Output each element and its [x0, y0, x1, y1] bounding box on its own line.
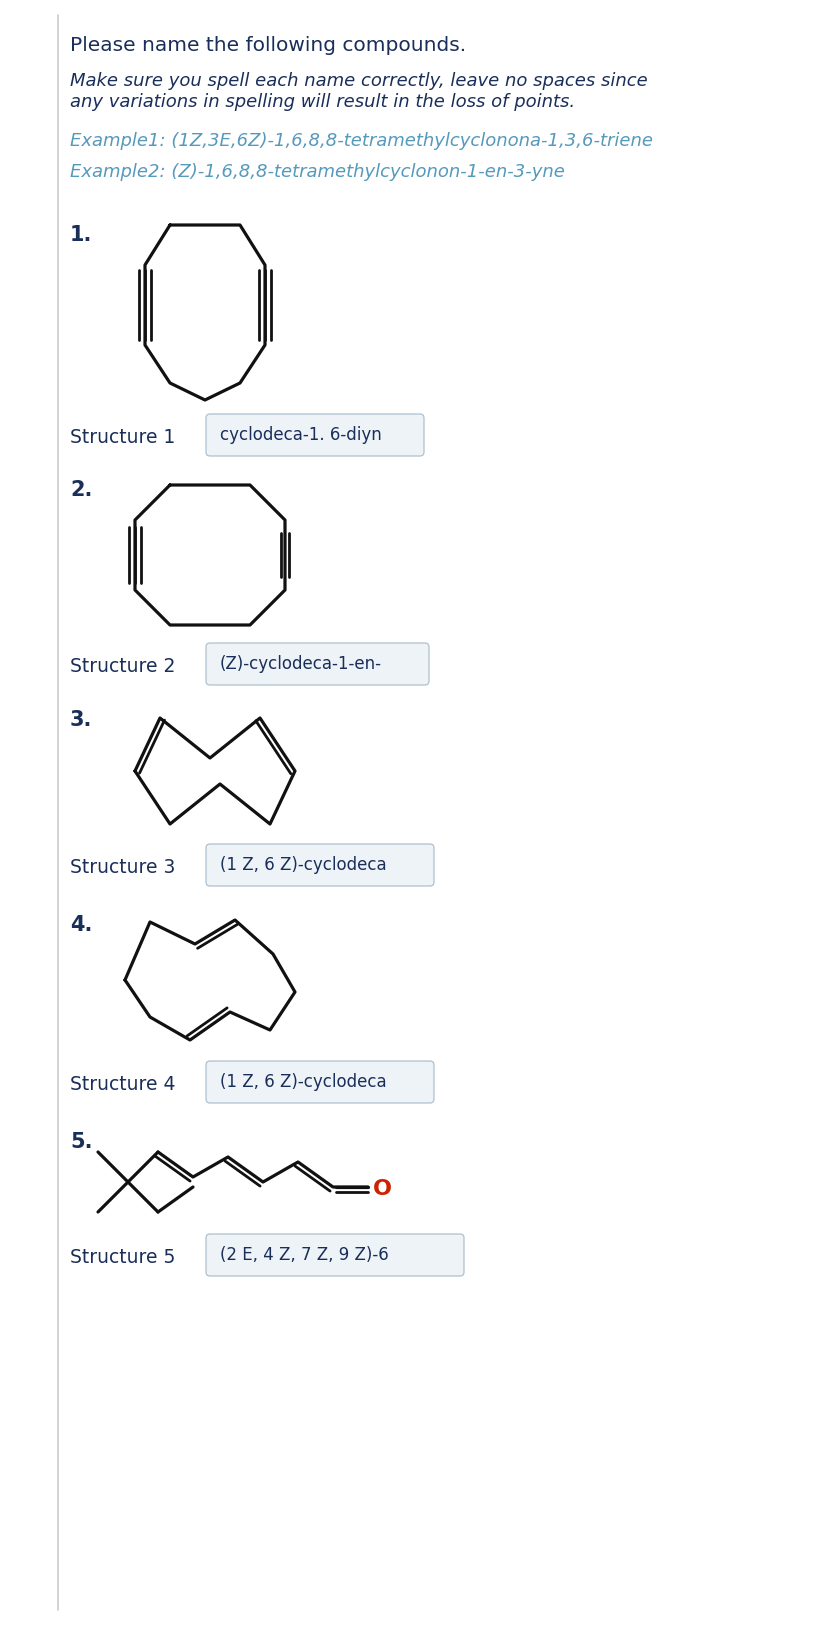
- Text: Example2: (Z)-1,6,8,8-tetramethylcyclonon-1-en-3-yne: Example2: (Z)-1,6,8,8-tetramethylcyclono…: [70, 163, 565, 181]
- Text: O: O: [373, 1179, 392, 1198]
- Text: any variations in spelling will result in the loss of points.: any variations in spelling will result i…: [70, 93, 575, 111]
- Text: Structure 3: Structure 3: [70, 858, 175, 877]
- Text: (Z)-cyclodeca-1-en-: (Z)-cyclodeca-1-en-: [220, 654, 382, 672]
- Text: Make sure you spell each name correctly, leave no spaces since: Make sure you spell each name correctly,…: [70, 72, 648, 90]
- FancyBboxPatch shape: [206, 1234, 464, 1276]
- Text: 2.: 2.: [70, 480, 92, 500]
- FancyBboxPatch shape: [206, 843, 434, 886]
- Text: 1.: 1.: [70, 225, 92, 244]
- Text: 5.: 5.: [70, 1131, 93, 1153]
- FancyBboxPatch shape: [206, 1061, 434, 1104]
- Text: Structure 4: Structure 4: [70, 1074, 176, 1094]
- Text: 4.: 4.: [70, 915, 92, 934]
- Text: Please name the following compounds.: Please name the following compounds.: [70, 36, 466, 55]
- Text: (2 E, 4 Z, 7 Z, 9 Z)-6: (2 E, 4 Z, 7 Z, 9 Z)-6: [220, 1245, 389, 1263]
- Text: (1 Z, 6 Z)-cyclodeca: (1 Z, 6 Z)-cyclodeca: [220, 1073, 386, 1091]
- Text: Example1: (1Z,3E,6Z)-1,6,8,8-tetramethylcyclonona-1,3,6-triene: Example1: (1Z,3E,6Z)-1,6,8,8-tetramethyl…: [70, 132, 653, 150]
- Text: Structure 1: Structure 1: [70, 428, 175, 448]
- Text: 3.: 3.: [70, 710, 92, 729]
- Text: cyclodeca-1. 6-diyn: cyclodeca-1. 6-diyn: [220, 427, 381, 444]
- FancyBboxPatch shape: [206, 414, 424, 456]
- Text: (1 Z, 6 Z)-cyclodeca: (1 Z, 6 Z)-cyclodeca: [220, 856, 386, 874]
- FancyBboxPatch shape: [206, 643, 429, 685]
- Text: Structure 5: Structure 5: [70, 1249, 175, 1267]
- Text: Structure 2: Structure 2: [70, 658, 175, 676]
